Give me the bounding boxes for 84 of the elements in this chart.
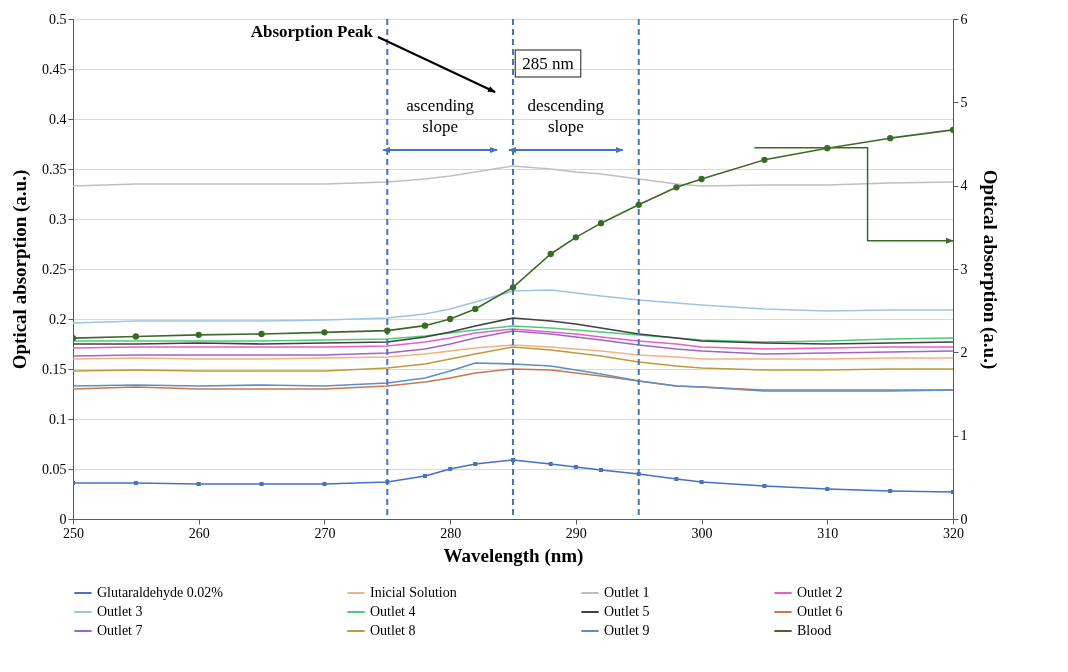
- x-tick-label: 280: [440, 525, 462, 541]
- y2-tick-label: 0: [960, 511, 968, 527]
- point: [421, 322, 429, 329]
- x-tick-label: 270: [314, 525, 336, 541]
- point: [509, 284, 517, 291]
- legend-label: Outlet 8: [370, 623, 416, 638]
- annotation: Absorption Peak: [250, 22, 374, 41]
- point: [132, 333, 140, 340]
- x-tick-label: 310: [817, 525, 839, 541]
- legend-label: Glutaraldehyde 0.02%: [97, 585, 224, 600]
- point: [423, 474, 427, 478]
- point: [321, 329, 328, 336]
- legend-label: Outlet 3: [97, 604, 143, 619]
- point: [635, 201, 642, 208]
- point: [573, 465, 578, 469]
- point: [673, 184, 680, 191]
- point: [448, 467, 453, 471]
- y-tick-label: 0: [59, 511, 67, 527]
- x-tick-label: 300: [691, 525, 713, 541]
- point: [196, 482, 201, 486]
- y2-tick-label: 5: [960, 94, 968, 110]
- point: [761, 156, 768, 163]
- legend-label: Inicial Solution: [370, 585, 457, 600]
- point: [384, 327, 391, 334]
- line-series: [73, 328, 953, 350]
- y2-tick-label: 4: [960, 178, 968, 194]
- line-series: [73, 346, 953, 372]
- point: [888, 489, 893, 493]
- y2-tick-label: 3: [960, 261, 968, 277]
- point: [597, 220, 605, 227]
- y-tick-label: 0.1: [49, 411, 67, 427]
- point: [322, 482, 327, 486]
- y-tick-label: 0.4: [49, 111, 67, 127]
- point: [446, 315, 454, 323]
- y-tick-label: 0.45: [42, 61, 67, 77]
- point: [259, 482, 264, 486]
- x-tick-label: 320: [943, 525, 964, 541]
- point: [698, 175, 705, 183]
- legend-label: Outlet 5: [604, 604, 650, 619]
- point: [886, 135, 894, 142]
- point: [825, 487, 830, 491]
- legend-label: Blood: [797, 623, 832, 638]
- point: [599, 468, 603, 472]
- point: [572, 234, 580, 241]
- legend-label: Outlet 9: [604, 623, 650, 638]
- point: [133, 481, 138, 485]
- point: [547, 250, 554, 258]
- legend-label: Outlet 1: [604, 585, 650, 600]
- legend-label: Outlet 7: [97, 623, 143, 638]
- x-axis-title: Wavelength (nm): [443, 544, 584, 567]
- y-tick-label: 0.05: [42, 461, 67, 477]
- point: [472, 305, 479, 313]
- annotation: descending slope: [527, 96, 605, 136]
- y2-tick-label: 1: [960, 428, 968, 444]
- point: [548, 462, 553, 466]
- y2-axis-title: Optical absorption (a.u.): [978, 169, 1001, 370]
- y-tick-label: 0.25: [42, 261, 67, 277]
- legend-label: Outlet 6: [797, 604, 843, 619]
- x-tick-label: 290: [565, 525, 587, 541]
- line-series: [73, 362, 953, 392]
- annotation: 285 nm: [522, 54, 574, 73]
- y-tick-label: 0.2: [49, 311, 67, 327]
- y2-tick-label: 2: [960, 344, 968, 360]
- point: [473, 462, 478, 466]
- line-series: [73, 330, 953, 357]
- annotation: ascending slope: [406, 96, 475, 136]
- y-tick-label: 0.3: [49, 211, 67, 227]
- x-tick-label: 250: [63, 525, 84, 541]
- line-series: [73, 344, 953, 360]
- y2-tick-label: 6: [960, 11, 968, 27]
- line-series: [73, 317, 953, 345]
- point: [195, 331, 202, 338]
- y-tick-label: 0.15: [42, 361, 67, 377]
- y-tick-label: 0.35: [42, 161, 67, 177]
- point: [258, 330, 265, 338]
- point: [762, 484, 767, 488]
- y-tick-label: 0.5: [49, 11, 67, 27]
- legend-label: Outlet 4: [370, 604, 416, 619]
- y-axis-title: Optical absorption (a.u.): [9, 169, 31, 370]
- line-series: [73, 325, 953, 343]
- x-tick-label: 260: [188, 525, 210, 541]
- point: [699, 480, 704, 484]
- point: [674, 477, 679, 481]
- legend-label: Outlet 2: [797, 585, 843, 600]
